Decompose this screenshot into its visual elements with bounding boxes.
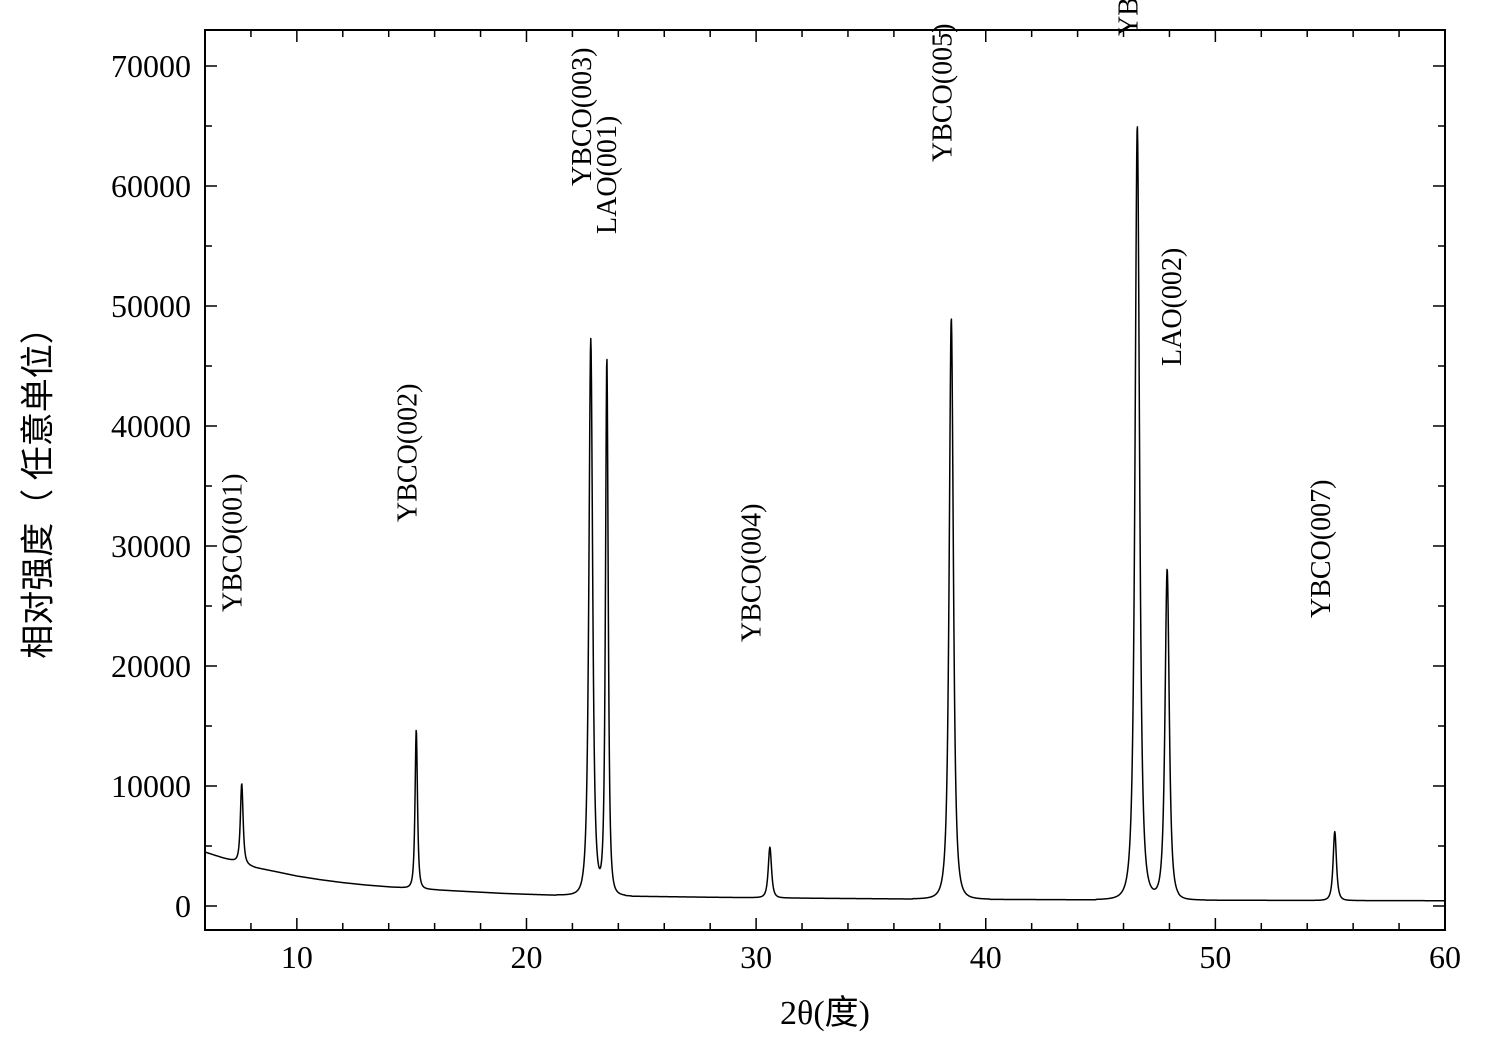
svg-text:40000: 40000: [111, 408, 191, 444]
peak-label: YBCO(007): [1306, 480, 1337, 618]
svg-text:50000: 50000: [111, 288, 191, 324]
chart-svg: 10 20 30 40 50 60 0 10000 20000 30000 40000 50000 60…: [0, 0, 1488, 1056]
y-axis-label: 相对强度（ 任意单位）: [11, 35, 60, 935]
peak-label: YBCO(006): [1113, 0, 1144, 36]
peak-label: LAO(002): [1157, 248, 1188, 366]
peak-label: YBCO(005): [927, 24, 958, 162]
peak-label: YBCO(004): [737, 504, 768, 642]
svg-text:20000: 20000: [111, 648, 191, 684]
svg-text:10000: 10000: [111, 768, 191, 804]
peak-label: YBCO(001): [218, 474, 249, 612]
svg-text:30: 30: [740, 939, 772, 975]
svg-text:70000: 70000: [111, 48, 191, 84]
svg-text:40: 40: [970, 939, 1002, 975]
peak-label: YBCO(002): [392, 384, 423, 522]
peak-label: LAO(001): [592, 116, 623, 234]
svg-text:20: 20: [510, 939, 542, 975]
svg-text:30000: 30000: [111, 528, 191, 564]
svg-text:10: 10: [281, 939, 313, 975]
x-axis-label: 2θ(度): [745, 985, 905, 1034]
svg-text:0: 0: [175, 888, 191, 924]
svg-text:60000: 60000: [111, 168, 191, 204]
xrd-chart: 10 20 30 40 50 60 0 10000 20000 30000 40000 50000 60…: [0, 0, 1488, 1056]
svg-text:50: 50: [1199, 939, 1231, 975]
svg-text:60: 60: [1429, 939, 1461, 975]
